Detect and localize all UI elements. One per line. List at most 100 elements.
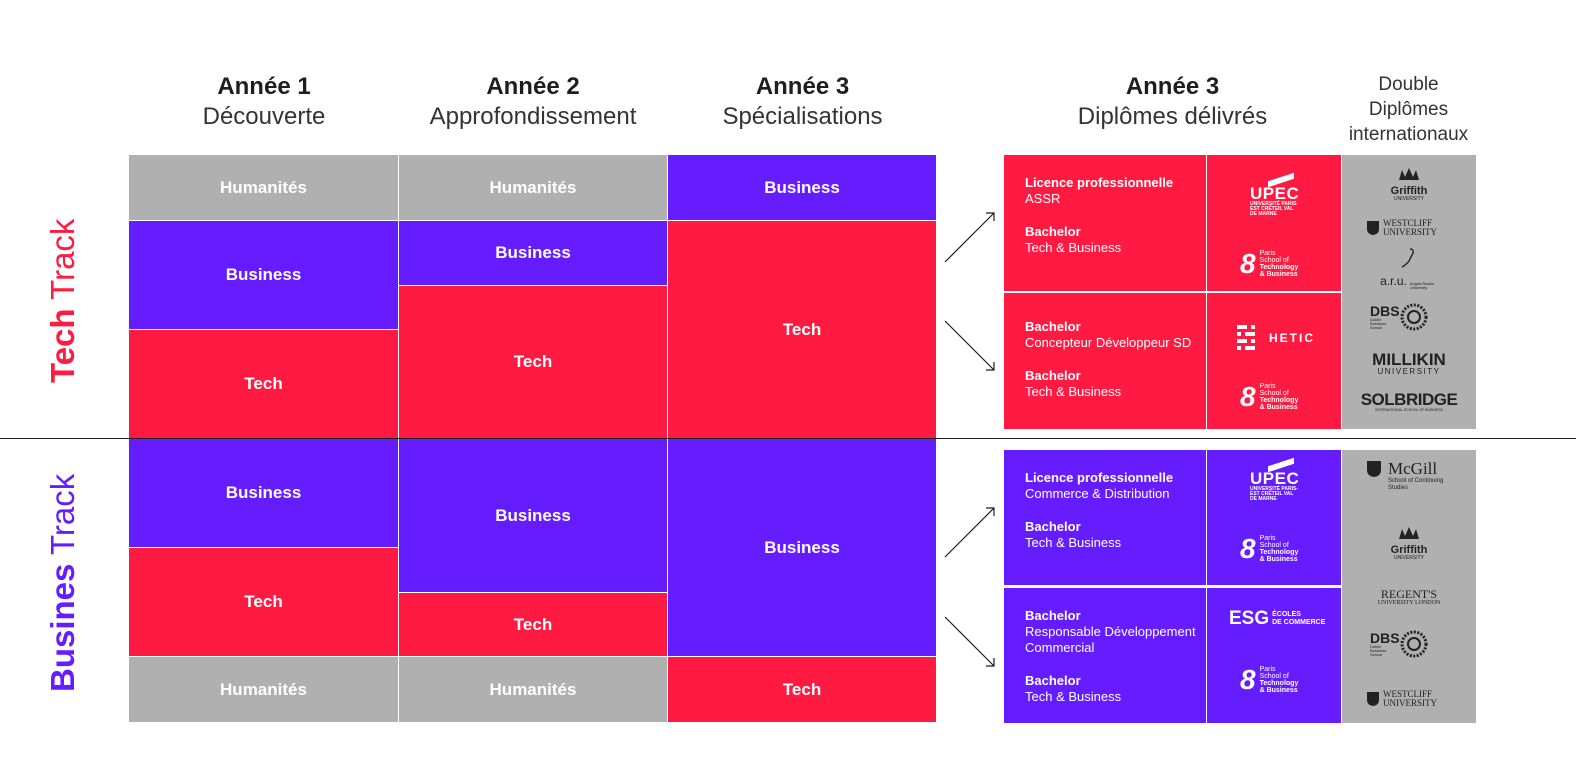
cell-y1-tech-tech: Tech: [129, 330, 399, 439]
cell-label: Humanités: [220, 177, 307, 197]
business-track-bold: Busines: [44, 563, 81, 692]
pstb-l4: & Business: [1259, 271, 1298, 278]
arrow-down-tech: [944, 320, 995, 371]
cell-y3-tech-tech: Tech: [668, 221, 937, 439]
westcliff-text: WESTCLIFF UNIVERSITY: [1383, 218, 1437, 237]
header-double-line1: Double: [1378, 74, 1439, 95]
dbs-logo: DBS Dublin Business School: [1370, 303, 1428, 331]
millikin-logo: MILLIKIN UNIVERSITY: [1342, 351, 1476, 376]
pstb-l4: & Business: [1259, 556, 1298, 563]
diploma-type: Bachelor: [1025, 319, 1081, 334]
aru-sub: Anglia Ruskin University: [1409, 281, 1435, 290]
cell-y2-tech-tech: Tech: [399, 286, 668, 439]
diploma-name: Concepteur Développeur SD: [1025, 335, 1192, 350]
solbridge-sub: INTERNATIONAL SCHOOL OF BUSINESS: [1375, 408, 1443, 412]
pstb-logo: 8 Paris School of Technology & Business: [1240, 535, 1299, 564]
cell-y3-business-tech: Business: [668, 155, 937, 221]
header-year3: Année 3 Spécialisations: [668, 72, 937, 132]
diploma-box-business-1: Licence professionnelle Commerce & Distri…: [1004, 450, 1206, 585]
arrow-up-business: [944, 507, 995, 558]
diploma-name: ASSR: [1025, 191, 1061, 206]
millikin-main: MILLIKIN: [1372, 350, 1446, 369]
universities-box-business: McGill School of Continuing Studies Grif…: [1342, 450, 1476, 723]
header-year2-subtitle: Approfondissement: [429, 103, 637, 130]
diploma-box-tech-1: Licence professionnelle ASSR Bachelor Tech…: [1004, 155, 1206, 291]
diploma-type: Licence professionnelle: [1025, 470, 1174, 485]
pstb-l1: Paris: [1259, 383, 1276, 390]
track-divider: [0, 438, 1576, 439]
diploma-box-tech-2: Bachelor Concepteur Développeur SD Bachel…: [1004, 293, 1206, 429]
aru-logo: a.r.u. Anglia Ruskin University: [1368, 247, 1448, 290]
logo-box-business-2: ESG ÉCOLES DE COMMERCE 8 Paris School of Te…: [1207, 588, 1341, 723]
aru-bird-icon: [1401, 248, 1414, 268]
cell-label: Tech: [782, 319, 822, 339]
header-year1-subtitle: Découverte: [202, 103, 326, 130]
pstb-l4: & Business: [1259, 404, 1298, 411]
hetic-logo-text: HETIC: [1269, 331, 1315, 345]
upec-logo-sub: UNIVERSITÉ PARIS-EST CRÉTEIL VAL DE MARN…: [1250, 201, 1298, 217]
griffith-sub: UNIVERSITY: [1393, 555, 1424, 561]
cell-y2-humanites-bus: Humanités: [399, 657, 668, 723]
pstb-l3: Technology: [1259, 680, 1299, 687]
header-year1: Année 1 Découverte: [130, 72, 398, 132]
cell-label: Tech: [782, 679, 822, 699]
header-year1-title: Année 1: [217, 73, 311, 100]
diploma-name: Commerce & Distribution: [1025, 486, 1170, 501]
diploma-entry: Bachelor Responsable Développement Commer…: [1025, 608, 1206, 656]
header-year2-title: Année 2: [486, 73, 580, 100]
mcgill-logo: McGill School of Continuing Studies: [1366, 460, 1452, 492]
griffith-main: Griffith: [1390, 185, 1428, 197]
griffith-sub: UNIVERSITY: [1393, 196, 1424, 202]
esg-logo: ESG ÉCOLES DE COMMERCE: [1229, 608, 1325, 630]
upec-logo-main: UPEC: [1250, 469, 1300, 488]
mcgill-main: McGill: [1388, 459, 1438, 478]
cell-label: Business: [495, 243, 571, 262]
cell-y2-business-bus: Business: [399, 439, 668, 593]
business-track-light: Track: [44, 473, 81, 564]
diploma-type: Bachelor: [1025, 224, 1081, 239]
header-year3-subtitle: Spécialisations: [722, 103, 883, 130]
westcliff-text: WESTCLIFF UNIVERSITY: [1383, 689, 1437, 708]
pstb-logo: 8 Paris School of Technology & Business: [1240, 250, 1298, 279]
esg-logo-sub2: DE COMMERCE: [1272, 619, 1326, 626]
mcgill-sub: School of Continuing Studies: [1388, 478, 1444, 491]
cell-y3-business-bus: Business: [668, 439, 937, 657]
cell-label: Humanités: [489, 679, 577, 699]
header-diplomas-subtitle: Diplômes délivrés: [1077, 103, 1268, 130]
griffith-main: Griffith: [1390, 544, 1428, 556]
dbs-sub: Dublin Business School: [1370, 644, 1387, 657]
esg-logo-sub1: ÉCOLES: [1272, 611, 1301, 618]
pstb-l2: School of: [1259, 542, 1289, 549]
mcgill-crest-icon: [1367, 461, 1381, 477]
diploma-entry: Licence professionnelle ASSR: [1025, 175, 1206, 207]
griffith-logo: Griffith UNIVERSITY: [1342, 526, 1476, 561]
westcliff-logo: WESTCLIFF UNIVERSITY: [1366, 219, 1449, 237]
upec-logo-main: UPEC: [1250, 184, 1300, 203]
cell-label: Business: [225, 483, 302, 502]
tech-track-label: Tech Track: [44, 219, 82, 383]
dbs-logo: DBS Dublin Business School: [1370, 630, 1428, 658]
cell-label: Business: [225, 265, 302, 284]
dbs-sunburst-icon: [1400, 630, 1428, 658]
cell-y1-tech-bus: Tech: [129, 548, 399, 657]
regents-sub: UNIVERSITY LONDON: [1377, 600, 1441, 606]
cell-label: Business: [764, 537, 840, 557]
diploma-entry: Bachelor Concepteur Développeur SD: [1025, 319, 1206, 351]
cell-y1-business-bus: Business: [129, 439, 399, 548]
diploma-name: Tech & Business: [1025, 535, 1122, 550]
pstb-logo: 8 Paris School of Technology & Business: [1240, 383, 1298, 412]
regents-main: REGENT'S: [1380, 587, 1438, 601]
pstb-l3: Technology: [1259, 549, 1299, 556]
griffith-crest-icon: [1399, 168, 1419, 180]
diploma-type: Bachelor: [1025, 608, 1081, 623]
header-double-line3: internationaux: [1348, 124, 1469, 145]
dbs-main: DBS: [1370, 303, 1400, 319]
cell-label: Humanités: [220, 679, 307, 699]
diploma-entry: Bachelor Tech & Business: [1025, 368, 1206, 400]
regents-logo: REGENT'S UNIVERSITY LONDON: [1342, 588, 1476, 607]
millikin-sub: UNIVERSITY: [1377, 367, 1441, 376]
cell-y1-business-tech: Business: [129, 221, 399, 330]
business-track-label: Busines Track: [44, 474, 82, 692]
solbridge-main: SOLBRIDGE: [1360, 390, 1458, 409]
pstb-l1: Paris: [1259, 666, 1276, 673]
